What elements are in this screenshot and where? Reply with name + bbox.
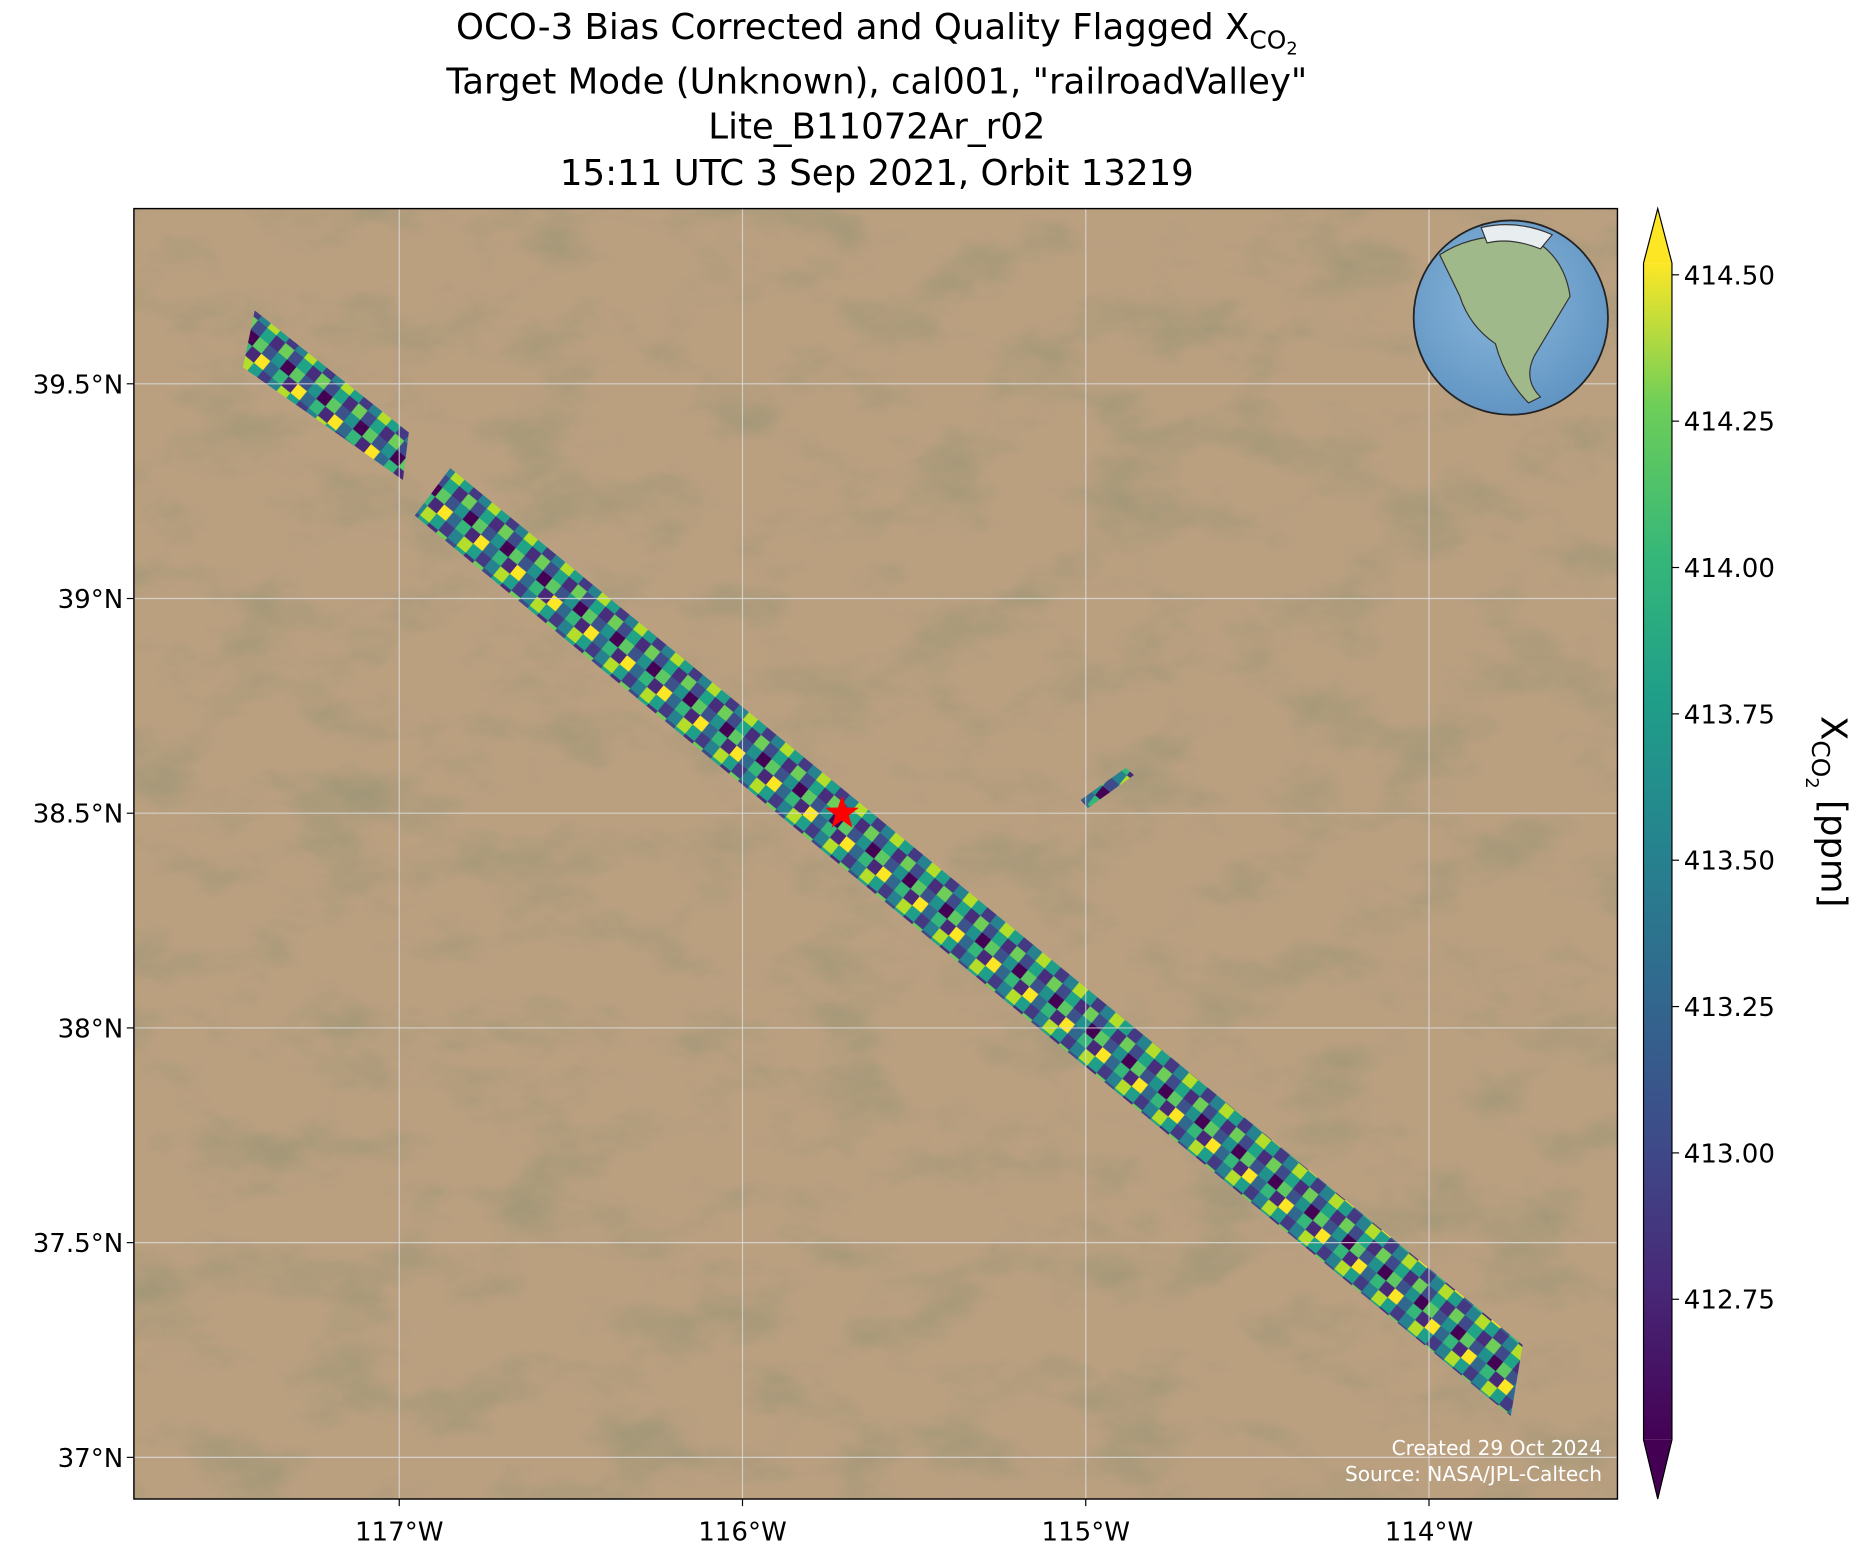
colorbar-label: XCO2 [ppm] [1801,716,1853,907]
y-tick-label: 37°N [58,1444,124,1474]
colorbar-label-sub: CO [1806,740,1835,777]
colorbar-tick-label: 414.50 [1684,261,1775,291]
colorbar-label-subsub: 2 [1801,777,1821,788]
colorbar-body [1643,263,1672,1440]
y-tick-label: 38.5°N [33,800,124,830]
colorbar-tick-label: 413.25 [1684,993,1775,1023]
swath [414,468,1523,1417]
inset-globe [1412,219,1609,416]
x-tick-label: 116°W [698,1517,787,1547]
colorbar-tick-label: 413.00 [1684,1139,1775,1169]
chart-subtitle: Lite_B11072Ar_r02 [708,107,1045,148]
target-marker [825,795,859,828]
x-tick-label: 114°W [1385,1517,1474,1547]
y-tick-label: 37.5°N [33,1229,124,1259]
map-area: Created 29 Oct 2024 Source: NASA/JPL-Cal… [133,208,1618,1500]
y-tick-label: 39.5°N [33,370,124,400]
colorbar [1642,206,1673,1500]
colorbar-tick-label: 413.50 [1684,847,1775,877]
y-tick-label: 39°N [58,585,124,615]
title-sub: CO [1249,26,1286,55]
colorbar-tick-label: 414.00 [1684,554,1775,584]
title-subsub: 2 [1286,40,1297,60]
colorbar-label-text: X [1812,716,1853,740]
credit: Source: NASA/JPL-Caltech [1345,1462,1602,1486]
credit: Created 29 Oct 2024 [1392,1436,1602,1460]
colorbar-tick-label: 414.25 [1684,408,1775,438]
x-tick-label: 115°W [1042,1517,1131,1547]
swath [242,310,409,480]
colorbar-tick-label: 413.75 [1684,700,1775,730]
chart-title: OCO-3 Bias Corrected and Quality Flagged… [456,7,1298,59]
swath [1080,767,1134,809]
title-text: OCO-3 Bias Corrected and Quality Flagged… [456,7,1249,48]
colorbar-tick-label: 412.75 [1684,1286,1775,1316]
colorbar-extend-max [1643,208,1672,264]
x-tick-label: 117°W [355,1517,444,1547]
colorbar-label-unit: [ppm] [1812,789,1853,908]
grid [133,208,1618,1500]
y-tick-label: 38°N [58,1014,124,1044]
chart-subtitle: 15:11 UTC 3 Sep 2021, Orbit 13219 [560,153,1194,194]
chart-subtitle: Target Mode (Unknown), cal001, "railroad… [445,62,1307,103]
map-frame [133,207,1619,1500]
colorbar-extend-min [1643,1439,1672,1500]
colorbar-outline [1642,206,1673,1500]
